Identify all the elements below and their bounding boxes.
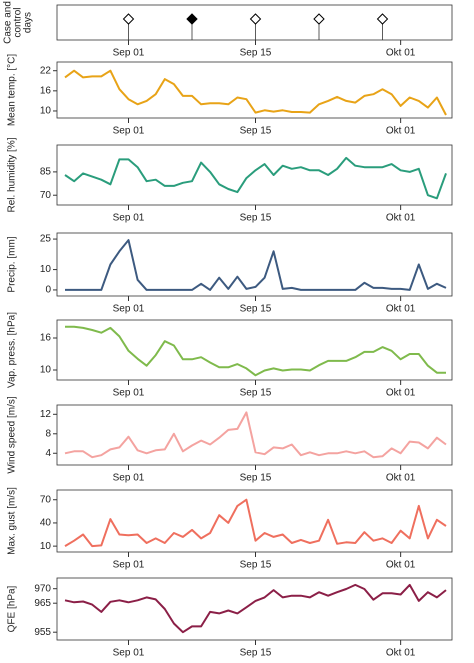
data-line xyxy=(64,69,447,116)
y-tick-label: 10 xyxy=(40,541,52,552)
x-tick-label: Sep 01 xyxy=(113,304,145,315)
y-tick-label: 22 xyxy=(40,65,52,76)
y-axis-label: Precip. [mm] xyxy=(7,236,18,292)
y-tick-label: 40 xyxy=(40,518,52,529)
y-axis-label: Case and xyxy=(3,1,14,44)
y-tick-label: 4 xyxy=(45,448,51,459)
x-tick-label: Okt 01 xyxy=(386,388,416,399)
panel-frame xyxy=(56,404,453,466)
y-tick-label: 970 xyxy=(34,583,51,594)
x-tick-label: Okt 01 xyxy=(386,560,416,571)
y-tick-label: 10 xyxy=(40,365,52,376)
x-tick-label: Sep 01 xyxy=(113,48,145,59)
x-tick-label: Okt 01 xyxy=(386,648,416,659)
y-tick-label: 10 xyxy=(40,264,52,275)
y-axis-label: QFE [hPa] xyxy=(7,585,18,632)
y-tick-label: 85 xyxy=(40,167,52,178)
x-tick-label: Okt 01 xyxy=(386,473,416,484)
event-marker xyxy=(249,13,262,25)
data-line xyxy=(65,239,447,291)
x-tick-label: Sep 01 xyxy=(113,648,145,659)
x-tick-label: Okt 01 xyxy=(386,48,416,59)
panel-frame xyxy=(56,61,453,119)
x-tick-label: Okt 01 xyxy=(386,126,416,137)
x-tick-label: Sep 15 xyxy=(240,304,272,315)
panel-frame xyxy=(56,577,453,641)
x-tick-label: Sep 15 xyxy=(240,48,272,59)
x-tick-label: Sep 15 xyxy=(240,213,272,224)
y-tick-label: 10 xyxy=(40,106,52,117)
x-tick-label: Sep 15 xyxy=(240,388,272,399)
y-tick-label: 955 xyxy=(34,627,51,638)
x-tick-label: Sep 01 xyxy=(113,560,145,571)
event-marker xyxy=(186,13,198,25)
y-axis-label: Max. gust [m/s] xyxy=(7,487,18,555)
x-tick-label: Sep 01 xyxy=(113,126,145,137)
y-axis-label: Vap. press. [hPa] xyxy=(7,312,18,388)
y-tick-label: 8 xyxy=(45,428,51,439)
y-tick-label: 12 xyxy=(40,409,52,420)
x-tick-label: Sep 01 xyxy=(113,473,145,484)
panel-frame xyxy=(56,144,453,206)
panel-frame xyxy=(56,319,453,381)
y-tick-label: 16 xyxy=(40,85,52,96)
y-axis-label: Wind speed [m/s] xyxy=(7,396,18,473)
event-marker xyxy=(122,13,135,25)
x-tick-label: Sep 01 xyxy=(113,213,145,224)
y-axis-label: Mean temp. [°C] xyxy=(7,54,18,127)
y-axis-label: Rel. humidity [%] xyxy=(7,137,18,212)
x-tick-label: Sep 15 xyxy=(240,126,272,137)
event-marker xyxy=(376,13,389,25)
x-tick-label: Sep 01 xyxy=(113,388,145,399)
panel-frame xyxy=(56,489,453,553)
x-tick-label: Okt 01 xyxy=(386,304,416,315)
panel-frame xyxy=(56,232,453,297)
x-tick-label: Sep 15 xyxy=(240,473,272,484)
data-line xyxy=(64,498,447,548)
event-marker xyxy=(313,13,325,25)
y-tick-label: 16 xyxy=(40,333,52,344)
y-tick-label: 0 xyxy=(45,285,51,296)
panel-frame xyxy=(56,4,453,41)
x-tick-label: Sep 15 xyxy=(240,648,272,659)
x-tick-label: Sep 15 xyxy=(240,560,272,571)
x-tick-label: Okt 01 xyxy=(386,213,416,224)
data-line xyxy=(65,325,446,377)
data-line xyxy=(64,411,447,459)
data-line xyxy=(64,583,447,634)
y-axis-label: days xyxy=(23,12,34,33)
y-tick-label: 70 xyxy=(40,190,52,201)
y-tick-label: 25 xyxy=(40,234,52,245)
data-line xyxy=(64,156,447,200)
y-axis-label: control xyxy=(13,7,24,37)
y-tick-label: 70 xyxy=(40,494,52,505)
y-tick-label: 965 xyxy=(34,598,51,609)
